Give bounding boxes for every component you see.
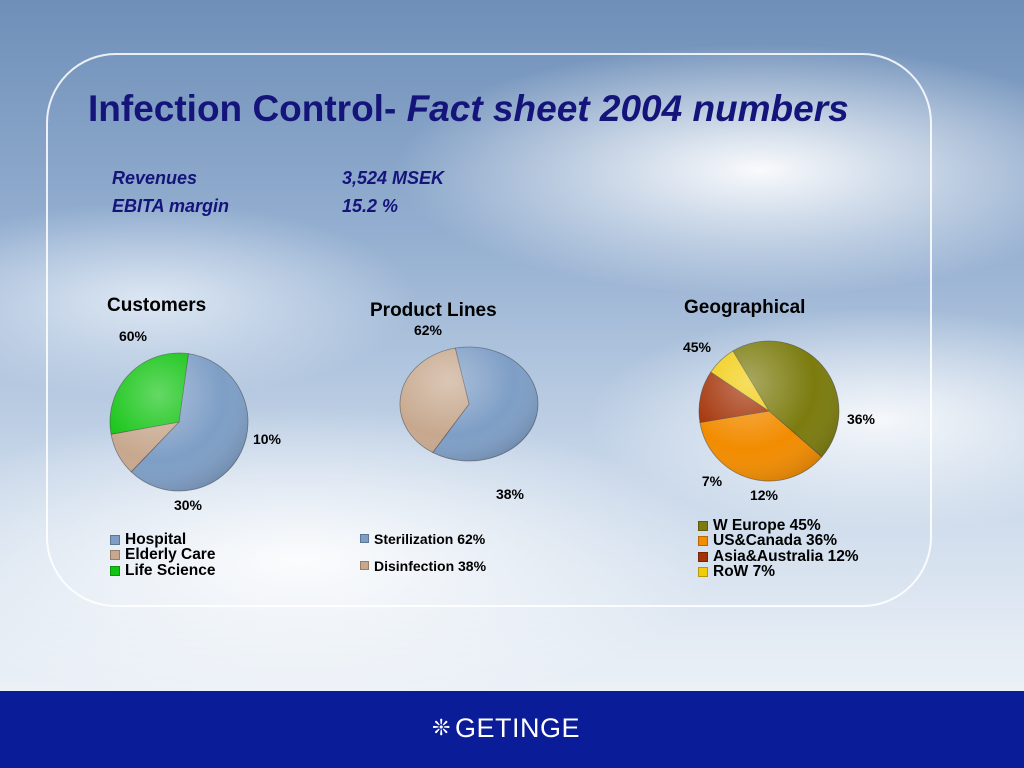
data-label-life-science: 30% [174, 497, 203, 513]
data-label-elderly-care: 10% [253, 431, 282, 447]
kpi-ebita-value: 15.2 % [342, 196, 399, 216]
legend-label-life-science: Life Science [125, 561, 216, 579]
legend-swatch-life-science [110, 565, 120, 576]
chart-title-customers: Customers [107, 295, 207, 316]
legend-item-sterilization: Sterilization 62% [360, 525, 486, 552]
kpi-revenues-label: Revenues [112, 168, 198, 188]
getinge-logo: ❊ GETINGE [432, 713, 580, 744]
data-label-sterilization: 62% [414, 322, 443, 338]
legend-swatch-row [698, 567, 708, 578]
getinge-star-icon: ❊ [432, 715, 451, 740]
pie-slice-life-science [109, 352, 189, 435]
legend-swatch-us-canada [698, 536, 708, 547]
legend-swatch-disinfection [360, 561, 369, 570]
data-label-hospital: 60% [119, 328, 148, 344]
legend-item-row: RoW 7% [698, 563, 859, 581]
title-main: Infection Control- [88, 88, 397, 129]
geographical-legend: W Europe 45% US&Canada 36% Asia&Australi… [698, 516, 859, 581]
product-lines-legend: Sterilization 62% Disinfection 38% [360, 525, 486, 579]
geographical-pie: 45% 36% 12% 7% [683, 339, 876, 503]
data-label-w-europe: 45% [683, 339, 712, 355]
legend-swatch-asia-australia [698, 551, 708, 562]
kpi-ebita-label: EBITA margin [112, 196, 230, 216]
legend-item-asia-australia: Asia&Australia 12% [698, 547, 859, 565]
chart-title-product-lines: Product Lines [370, 300, 497, 321]
chart-title-geographical: Geographical [684, 297, 806, 318]
data-label-asia-australia: 12% [750, 487, 779, 503]
kpi-revenues-value: 3,524 MSEK [342, 168, 445, 188]
data-label-us-canada: 36% [847, 411, 876, 427]
legend-label-w-europe: W Europe 45% [713, 516, 821, 534]
footer-bar [0, 691, 1024, 768]
product-lines-pie: 62% 38% [399, 322, 539, 502]
legend-label-sterilization: Sterilization 62% [374, 530, 486, 547]
legend-swatch-sterilization [360, 534, 369, 543]
legend-item-w-europe: W Europe 45% [698, 516, 859, 534]
legend-item-life-science: Life Science [110, 561, 216, 579]
legend-label-hospital: Hospital [125, 530, 187, 548]
legend-label-row: RoW 7% [713, 563, 775, 581]
title-italic: Fact sheet 2004 numbers [406, 88, 849, 129]
customers-legend: Hospital Elderly Care Life Science [110, 530, 216, 579]
legend-swatch-hospital [110, 534, 120, 545]
customers-pie: 60% 10% 30% [109, 328, 282, 513]
logo-text: GETINGE [454, 713, 580, 743]
content-frame [46, 53, 932, 607]
legend-swatch-w-europe [698, 520, 708, 531]
legend-item-disinfection: Disinfection 38% [360, 552, 486, 579]
legend-item-elderly-care: Elderly Care [110, 546, 216, 564]
legend-label-disinfection: Disinfection 38% [374, 557, 487, 574]
legend-label-elderly-care: Elderly Care [125, 546, 216, 564]
data-label-disinfection: 38% [496, 486, 525, 502]
legend-label-asia-australia: Asia&Australia 12% [713, 547, 859, 565]
page-title: Infection Control- Fact sheet 2004 numbe… [88, 88, 849, 130]
data-label-row: 7% [702, 473, 723, 489]
legend-item-hospital: Hospital [110, 530, 215, 548]
legend-item-us-canada: US&Canada 36% [698, 532, 859, 550]
legend-swatch-elderly-care [110, 550, 120, 561]
legend-label-us-canada: US&Canada 36% [713, 532, 838, 550]
